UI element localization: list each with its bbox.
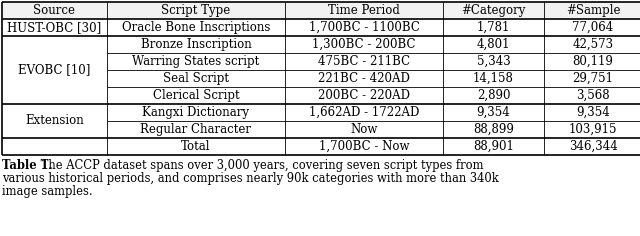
Text: Extension: Extension — [25, 114, 84, 127]
Text: #Category: #Category — [461, 4, 525, 17]
Text: Seal Script: Seal Script — [163, 72, 229, 85]
Text: 14,158: 14,158 — [473, 72, 514, 85]
Text: Kangxi Dictionary: Kangxi Dictionary — [143, 106, 250, 119]
Text: The ACCP dataset spans over 3,000 years, covering seven script types from: The ACCP dataset spans over 3,000 years,… — [36, 159, 483, 172]
Text: Script Type: Script Type — [161, 4, 230, 17]
Text: various historical periods, and comprises nearly 90k categories with more than 3: various historical periods, and comprise… — [2, 172, 499, 185]
Text: 346,344: 346,344 — [568, 140, 618, 153]
Text: 9,354: 9,354 — [477, 106, 510, 119]
Text: 1,662AD - 1722AD: 1,662AD - 1722AD — [309, 106, 419, 119]
Text: 221BC - 420AD: 221BC - 420AD — [318, 72, 410, 85]
Text: Regular Character: Regular Character — [141, 123, 252, 136]
Text: 29,751: 29,751 — [573, 72, 614, 85]
Text: Total: Total — [181, 140, 211, 153]
Bar — [2, 2, 640, 19]
Text: 200BC - 220AD: 200BC - 220AD — [318, 89, 410, 102]
Text: 5,343: 5,343 — [477, 55, 510, 68]
Text: Table 1.: Table 1. — [2, 159, 52, 172]
Text: 42,573: 42,573 — [572, 38, 614, 51]
Text: 9,354: 9,354 — [576, 106, 610, 119]
Text: 3,568: 3,568 — [576, 89, 610, 102]
Text: image samples.: image samples. — [2, 185, 93, 198]
Text: Now: Now — [350, 123, 378, 136]
Text: 1,300BC - 200BC: 1,300BC - 200BC — [312, 38, 416, 51]
Text: 103,915: 103,915 — [569, 123, 617, 136]
Text: 2,890: 2,890 — [477, 89, 510, 102]
Text: 4,801: 4,801 — [477, 38, 510, 51]
Text: 1,700BC - Now: 1,700BC - Now — [319, 140, 409, 153]
Text: 475BC - 211BC: 475BC - 211BC — [318, 55, 410, 68]
Text: 1,700BC - 1100BC: 1,700BC - 1100BC — [308, 21, 419, 34]
Text: #Sample: #Sample — [566, 4, 620, 17]
Text: Oracle Bone Inscriptions: Oracle Bone Inscriptions — [122, 21, 270, 34]
Text: HUST-OBC [30]: HUST-OBC [30] — [8, 21, 102, 34]
Text: 88,899: 88,899 — [473, 123, 514, 136]
Text: EVOBC [10]: EVOBC [10] — [19, 63, 91, 76]
Text: 77,064: 77,064 — [572, 21, 614, 34]
Text: Clerical Script: Clerical Script — [153, 89, 239, 102]
Text: Warring States script: Warring States script — [132, 55, 260, 68]
Text: Bronze Inscription: Bronze Inscription — [141, 38, 252, 51]
Text: 80,119: 80,119 — [573, 55, 613, 68]
Text: 88,901: 88,901 — [473, 140, 514, 153]
Text: Source: Source — [33, 4, 76, 17]
Text: Time Period: Time Period — [328, 4, 400, 17]
Text: 1,781: 1,781 — [477, 21, 510, 34]
